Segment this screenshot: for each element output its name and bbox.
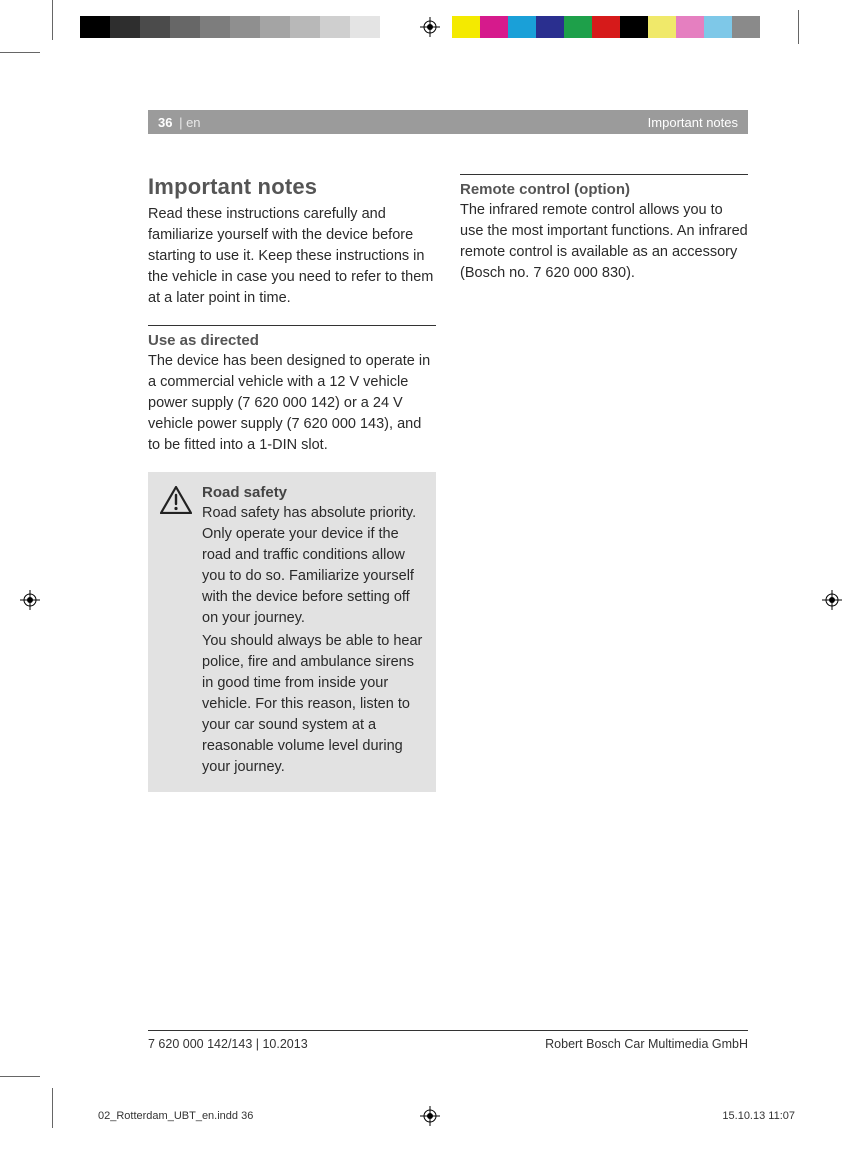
swatch xyxy=(452,16,480,38)
registration-mark-icon xyxy=(20,590,40,610)
swatch xyxy=(508,16,536,38)
swatch xyxy=(110,16,140,38)
warning-title: Road safety xyxy=(202,484,424,501)
swatch xyxy=(230,16,260,38)
page-number: 36 xyxy=(158,115,172,130)
separator xyxy=(148,325,436,326)
swatch xyxy=(676,16,704,38)
footer-rule xyxy=(148,1030,748,1031)
warning-paragraph-1: Road safety has absolute priority. Only … xyxy=(202,503,424,629)
running-header: 36 | en Important notes xyxy=(148,110,748,134)
swatch xyxy=(140,16,170,38)
grayscale-swatches xyxy=(80,16,380,38)
header-lang: | en xyxy=(175,115,200,130)
warning-triangle-icon xyxy=(160,484,192,778)
registration-mark-icon xyxy=(420,17,440,37)
bottom-printer-marks: 02_Rotterdam_UBT_en.indd 36 15.10.13 11:… xyxy=(0,1076,855,1156)
swatch xyxy=(170,16,200,38)
swatch xyxy=(704,16,732,38)
remote-control-body: The infrared remote control allows you t… xyxy=(460,200,748,284)
swatch xyxy=(732,16,760,38)
slug-filename: 02_Rotterdam_UBT_en.indd 36 xyxy=(98,1110,253,1122)
slug-date: 15.10.13 11:07 xyxy=(722,1110,795,1122)
footer-left: 7 620 000 142/143 | 10.2013 xyxy=(148,1037,308,1051)
page-title: Important notes xyxy=(148,174,436,200)
swatch xyxy=(536,16,564,38)
intro-paragraph: Read these instructions carefully and fa… xyxy=(148,204,436,309)
subhead-use-as-directed: Use as directed xyxy=(148,332,436,349)
road-safety-warning: Road safety Road safety has absolute pri… xyxy=(148,472,436,792)
use-as-directed-body: The device has been designed to operate … xyxy=(148,351,436,456)
warning-paragraph-2: You should always be able to hear police… xyxy=(202,631,424,778)
swatch xyxy=(564,16,592,38)
swatch xyxy=(648,16,676,38)
color-swatches xyxy=(452,16,760,38)
header-section: Important notes xyxy=(648,115,738,130)
swatch xyxy=(350,16,380,38)
swatch xyxy=(200,16,230,38)
left-column: Important notes Read these instructions … xyxy=(148,174,436,792)
swatch xyxy=(592,16,620,38)
header-page-lang: 36 | en xyxy=(158,115,201,130)
swatch xyxy=(80,16,110,38)
swatch xyxy=(320,16,350,38)
registration-mark-icon xyxy=(822,590,842,610)
footer-right: Robert Bosch Car Multimedia GmbH xyxy=(545,1037,748,1051)
page-content: 36 | en Important notes Important notes … xyxy=(148,110,748,792)
swatch xyxy=(290,16,320,38)
page-footer: 7 620 000 142/143 | 10.2013 Robert Bosch… xyxy=(148,1030,748,1051)
right-column: Remote control (option) The infrared rem… xyxy=(460,174,748,792)
swatch xyxy=(480,16,508,38)
top-printer-marks xyxy=(0,0,855,70)
separator xyxy=(460,174,748,175)
subhead-remote-control: Remote control (option) xyxy=(460,181,748,198)
swatch xyxy=(620,16,648,38)
swatch xyxy=(260,16,290,38)
